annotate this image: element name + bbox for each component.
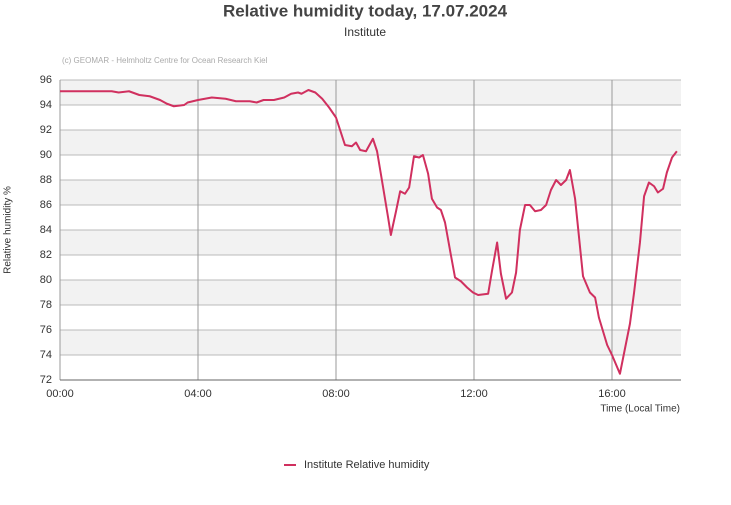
x-tick-label: 08:00 (322, 388, 350, 400)
y-axis-title: Relative humidity % (3, 186, 14, 274)
x-tick-label: 16:00 (598, 388, 626, 400)
x-tick-label: 00:00 (46, 388, 74, 400)
y-tick-label: 80 (40, 274, 52, 286)
band (60, 230, 681, 255)
y-tick-label: 92 (40, 124, 52, 136)
band (60, 330, 681, 355)
y-tick-label: 74 (40, 349, 52, 361)
x-axis-title: Time (Local Time) (600, 404, 680, 415)
x-tick-label: 04:00 (184, 388, 212, 400)
band (60, 180, 681, 205)
chart-title: Relative humidity today, 17.07.2024 (223, 1, 508, 20)
band (60, 80, 681, 105)
y-tick-label: 86 (40, 199, 52, 211)
band (60, 280, 681, 305)
y-tick-label: 84 (40, 224, 52, 236)
chart-subtitle: Institute (344, 25, 386, 39)
y-tick-label: 76 (40, 324, 52, 336)
credit: (c) GEOMAR - Helmholtz Centre for Ocean … (62, 56, 268, 65)
y-tick-label: 82 (40, 249, 52, 261)
y-tick-label: 78 (40, 299, 52, 311)
y-tick-label: 94 (40, 99, 52, 111)
line (60, 89, 678, 375)
y-tick-label: 96 (40, 74, 52, 86)
y-tick-label: 90 (40, 149, 52, 161)
legend-label: Institute Relative humidity (304, 459, 430, 471)
y-tick-label: 88 (40, 174, 52, 186)
x-tick-label: 12:00 (460, 388, 488, 400)
y-tick-label: 72 (40, 374, 52, 386)
